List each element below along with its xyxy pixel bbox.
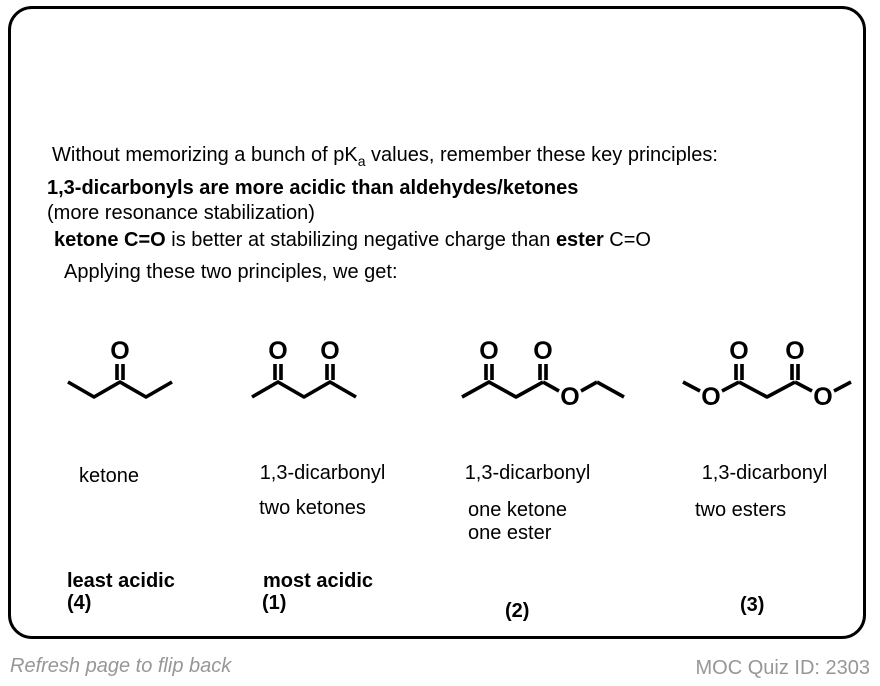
carbonyl-oxygen-label: O	[110, 337, 129, 365]
oxygen-carbon-bond	[721, 380, 740, 393]
rank-label-4: (4)	[67, 592, 92, 614]
two-ketones-structure: O O	[251, 337, 357, 399]
two-esters-structure: O O O O	[682, 337, 852, 411]
carbon-skeleton	[67, 380, 173, 399]
carbon-oxygen-bond	[542, 380, 560, 393]
principle-2-bold-ketone: ketone C=O	[54, 229, 166, 251]
principle-2-mid-text: is better at stabilizing negative charge…	[165, 229, 556, 251]
compound-sublabel-two-esters: two esters	[695, 499, 787, 521]
ketone-ester-structure: O O O	[461, 337, 625, 411]
carbon-skeleton	[738, 380, 796, 399]
carbonyl-oxygen-label: O	[479, 337, 498, 365]
pka-subscript: a	[357, 153, 366, 169]
ester-oxygen-label: O	[560, 383, 579, 411]
carbon-skeleton	[596, 380, 625, 399]
acidity-label-most: most acidic	[263, 570, 374, 592]
compound-label-dicarbonyl-1: 1,3-dicarbonyl	[259, 462, 386, 484]
applying-line: Applying these two principles, we get:	[64, 261, 398, 283]
principle-1-note: (more resonance stabilization)	[47, 202, 315, 224]
principle-2-line: ketone C=O is better at stabilizing nega…	[54, 228, 651, 252]
carbon-oxygen-bond	[682, 380, 701, 393]
carbonyl-oxygen-label: O	[533, 337, 552, 365]
rank-label-1: (1)	[262, 592, 287, 614]
compound-sublabel-two-ketones: two ketones	[259, 497, 366, 519]
oxygen-carbon-bond	[833, 380, 852, 393]
principle-2-bold-ester: ester	[555, 229, 604, 251]
carbon-skeleton	[251, 380, 357, 399]
compound-label-dicarbonyl-2: 1,3-dicarbonyl	[464, 462, 591, 484]
ketone-structure: O	[67, 337, 173, 399]
carbonyl-oxygen-label: O	[320, 337, 339, 365]
compound-sublabel-one-ester: one ester	[468, 522, 552, 544]
carbonyl-oxygen-label: O	[785, 337, 804, 365]
ester-oxygen-label: O	[813, 383, 832, 411]
footer-quiz-id: MOC Quiz ID: 2303	[695, 657, 870, 679]
intro-text-post: values, remember these key principles:	[365, 144, 718, 166]
principle-2-tail-text: C=O	[603, 229, 651, 251]
compound-sublabel-one-ketone: one ketone	[468, 499, 567, 521]
footer-refresh-note: Refresh page to flip back	[10, 655, 232, 677]
acidity-label-least: least acidic	[67, 570, 175, 592]
oxygen-carbon-bond	[580, 380, 598, 393]
rank-label-2: (2)	[505, 600, 530, 622]
intro-text-pre: Without memorizing a bunch of pK	[52, 144, 358, 166]
carbon-skeleton	[461, 380, 544, 399]
carbon-oxygen-bond	[794, 380, 813, 393]
principle-1-line: 1,3-dicarbonyls are more acidic than ald…	[47, 177, 579, 199]
flashcard	[8, 6, 866, 639]
carbonyl-oxygen-label: O	[268, 337, 287, 365]
compound-label-ketone: ketone	[78, 465, 140, 487]
compound-label-dicarbonyl-3: 1,3-dicarbonyl	[701, 462, 828, 484]
carbonyl-oxygen-label: O	[729, 337, 748, 365]
rank-label-3: (3)	[740, 594, 765, 616]
principles-intro-line: Without memorizing a bunch of pKa values…	[52, 143, 718, 169]
ester-oxygen-label: O	[701, 383, 720, 411]
